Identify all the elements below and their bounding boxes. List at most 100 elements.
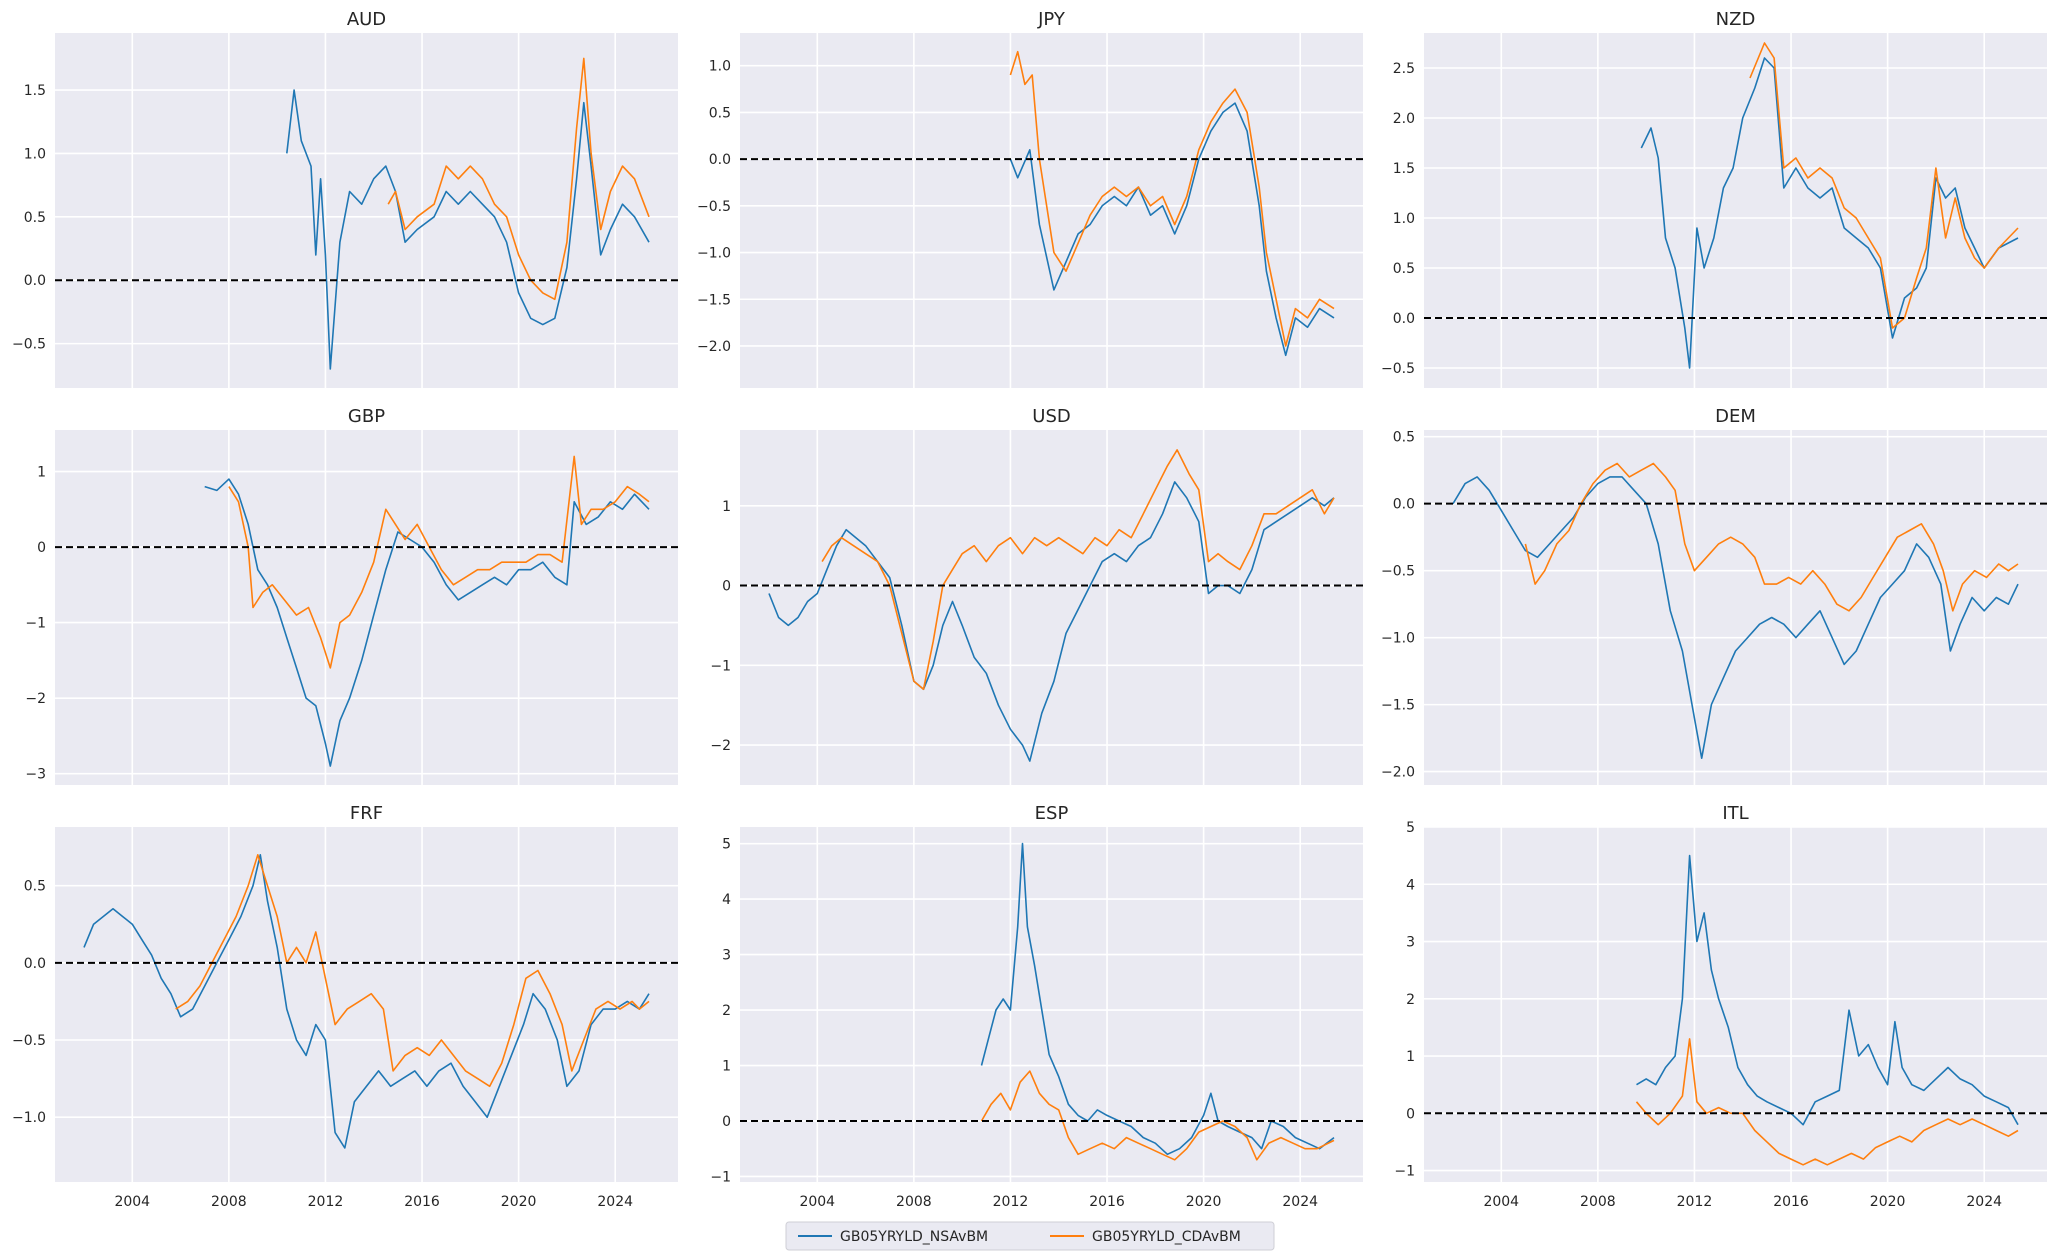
y-tick-label: 1 — [1406, 1049, 1415, 1065]
x-tick-label: 2024 — [1966, 1194, 2002, 1210]
y-tick-label: 1.5 — [24, 83, 46, 99]
panel-background — [55, 430, 678, 785]
legend-label-nsa: GB05YRYLD_NSAvBM — [840, 1229, 988, 1245]
y-tick-label: 0.0 — [24, 273, 46, 289]
panel-title: NZD — [1716, 9, 1756, 30]
x-tick-label: 2008 — [896, 1194, 932, 1210]
panel-data — [1640, 42, 2019, 369]
y-tick-label: −1.0 — [12, 1110, 46, 1126]
panel-data — [980, 842, 1335, 1161]
y-tick-label: 2 — [1406, 992, 1415, 1008]
y-tick-label: −1 — [710, 658, 731, 674]
y-tick-label: 0.5 — [1393, 430, 1415, 446]
y-tick-label: 0.0 — [1393, 311, 1415, 327]
series-line-nsa — [1009, 102, 1335, 357]
panel-data — [1009, 50, 1335, 357]
y-tick-label: 2.5 — [1393, 61, 1415, 77]
series-line-cda — [175, 853, 650, 1088]
x-tick-label: 2012 — [308, 1194, 344, 1210]
series-line-nsa — [768, 481, 1335, 762]
y-tick-label: −1 — [710, 1169, 731, 1185]
panel-title: AUD — [347, 9, 386, 30]
series-line-cda — [980, 1070, 1335, 1161]
panel-background — [1424, 430, 2047, 785]
x-tick-label: 2008 — [1580, 1194, 1616, 1210]
series-line-cda — [387, 57, 650, 301]
panel-dem: −2.0 −1.5 −1.0 −0.5 0.0 0.5 DEM — [1381, 406, 2047, 785]
x-tick-label: 2004 — [114, 1194, 150, 1210]
panel-aud: −0.5 0.0 0.5 1.0 1.5 AUD — [12, 9, 678, 388]
y-tick-label: −1.5 — [697, 292, 731, 308]
x-tick-label: 2024 — [597, 1194, 633, 1210]
panel-background — [740, 430, 1363, 785]
series-line-nsa — [204, 478, 650, 767]
y-tick-label: 3 — [722, 948, 731, 964]
y-tick-label: 5 — [722, 837, 731, 853]
y-tick-label: −2.0 — [697, 339, 731, 355]
panel-data — [83, 853, 650, 1149]
series-line-cda — [1749, 42, 2019, 329]
y-tick-label: 0 — [1406, 1106, 1415, 1122]
legend: GB05YRYLD_NSAvBM GB05YRYLD_CDAvBM — [785, 1221, 1275, 1251]
panel-jpy: −2.0 −1.5 −1.0 −0.5 0.0 0.5 1.0 JPY — [697, 9, 1363, 388]
y-tick-label: 0.5 — [24, 879, 46, 895]
x-tick-label: 2016 — [1089, 1194, 1125, 1210]
y-tick-label: 0 — [722, 579, 731, 595]
y-tick-label: 0.5 — [1393, 261, 1415, 277]
y-tick-label: 0.0 — [24, 956, 46, 972]
y-tick-label: 0.5 — [24, 210, 46, 226]
x-tick-label: 2004 — [799, 1194, 835, 1210]
y-tick-label: 2 — [722, 1003, 731, 1019]
panel-data — [286, 57, 650, 370]
panel-title: DEM — [1715, 406, 1756, 427]
panel-title: USD — [1032, 406, 1070, 427]
x-tick-label: 2012 — [993, 1194, 1029, 1210]
y-tick-label: 5 — [1406, 820, 1415, 836]
x-tick-label: 2020 — [1186, 1194, 1222, 1210]
panel-background — [1424, 33, 2047, 388]
series-line-cda — [1524, 462, 2019, 612]
panel-title: ITL — [1722, 803, 1748, 824]
series-line-nsa — [980, 842, 1335, 1156]
y-tick-label: 1.5 — [1393, 161, 1415, 177]
panel-background — [55, 827, 678, 1182]
series-line-cda — [1635, 1038, 2019, 1166]
y-tick-label: 1.0 — [1393, 211, 1415, 227]
panel-gbp: −3 −2 −1 0 1 GBP — [25, 406, 678, 785]
y-tick-label: −1 — [25, 616, 46, 632]
y-tick-label: 0 — [722, 1114, 731, 1130]
y-tick-label: 1.0 — [709, 59, 731, 75]
panel-background — [55, 33, 678, 388]
x-tick-label: 2016 — [404, 1194, 440, 1210]
y-tick-label: 0.0 — [709, 152, 731, 168]
panel-frf: 2004 2008 2012 2016 2020 2024 −1.0 −0.5 0.0 0.5 FR… — [12, 803, 678, 1210]
y-tick-label: 4 — [1406, 877, 1415, 893]
y-tick-label: 4 — [722, 892, 731, 908]
y-tick-label: −2.0 — [1381, 765, 1415, 781]
panel-background — [740, 33, 1363, 388]
y-tick-label: −2 — [710, 738, 731, 754]
y-tick-label: −0.5 — [12, 337, 46, 353]
y-tick-label: 1 — [722, 499, 731, 515]
legend-frame — [785, 1221, 1275, 1251]
y-tick-label: −1.0 — [1381, 631, 1415, 647]
y-tick-label: −3 — [25, 767, 46, 783]
y-tick-label: −1.0 — [697, 246, 731, 262]
panel-title: GBP — [348, 406, 385, 427]
y-tick-label: −0.5 — [1381, 564, 1415, 580]
panel-title: ESP — [1035, 803, 1069, 824]
y-tick-label: −0.5 — [697, 199, 731, 215]
panel-title: FRF — [350, 803, 383, 824]
y-tick-label: 0.5 — [709, 105, 731, 121]
x-tick-label: 2024 — [1282, 1194, 1318, 1210]
series-line-nsa — [83, 853, 650, 1149]
panel-usd: −2 −1 0 1 USD — [710, 406, 1363, 785]
x-tick-label: 2004 — [1483, 1194, 1519, 1210]
panel-background — [1424, 827, 2047, 1182]
y-tick-label: 3 — [1406, 935, 1415, 951]
x-tick-label: 2020 — [501, 1194, 537, 1210]
y-tick-label: −0.5 — [12, 1033, 46, 1049]
panel-itl: 2004 2008 2012 2016 2020 2024 −1 0 1 2 3 4 5 ITL — [1394, 803, 2047, 1210]
y-tick-label: −2 — [25, 691, 46, 707]
